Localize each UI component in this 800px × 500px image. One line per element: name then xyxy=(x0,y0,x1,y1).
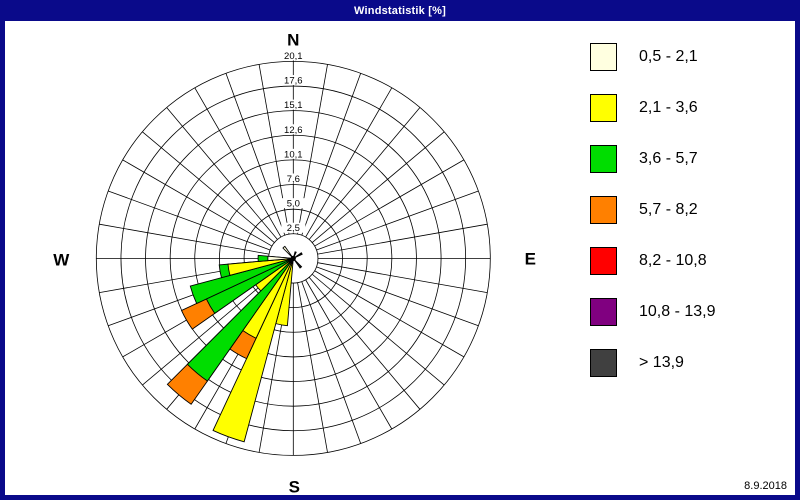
bar-wedge xyxy=(227,257,294,276)
grid-spoke xyxy=(316,266,479,327)
ring-label: 17,6 xyxy=(284,76,303,87)
compass-label-south: S xyxy=(289,477,300,495)
bar-wedge xyxy=(212,258,294,443)
grid-spoke xyxy=(99,223,270,255)
ring-label: 15,1 xyxy=(284,100,303,111)
grid-spoke xyxy=(311,131,445,243)
legend-item: 2,1 - 3,6 xyxy=(590,93,780,122)
bar-wedge xyxy=(186,258,294,382)
ring-label: 2,5 xyxy=(287,223,300,234)
grid-spoke xyxy=(122,159,273,247)
legend-item-label: 8,2 - 10,8 xyxy=(639,251,707,269)
bar-wedge xyxy=(189,257,294,305)
date-label: 8.9.2018 xyxy=(744,480,787,492)
grid-spoke xyxy=(305,279,393,430)
window-title: Windstatistik [%] xyxy=(354,4,446,17)
legend-swatch xyxy=(590,195,617,224)
legend-swatch xyxy=(590,42,617,71)
grid-spoke xyxy=(314,270,465,358)
ring-label: 5,0 xyxy=(287,199,300,210)
grid-spoke xyxy=(308,277,421,410)
grid-spoke xyxy=(301,281,362,444)
legend-item: 8,2 - 10,8 xyxy=(590,246,780,275)
legend-item-label: 0,5 - 2,1 xyxy=(639,47,698,65)
grid-spoke xyxy=(142,273,275,386)
ring-label-bg xyxy=(281,222,306,233)
legend-item-label: 3,6 - 5,7 xyxy=(639,149,698,167)
legend-item: 5,7 - 8,2 xyxy=(590,195,780,224)
legend-swatch xyxy=(590,348,617,377)
ring-label: 7,6 xyxy=(287,174,300,185)
bar-wedge xyxy=(292,258,303,269)
ring-label-bg xyxy=(281,50,306,61)
ring-label-bg xyxy=(281,99,306,110)
bar-wedge xyxy=(267,255,294,262)
grid-spoke xyxy=(166,107,278,240)
legend-swatch xyxy=(590,93,617,122)
legend-swatch xyxy=(590,246,617,275)
grid-spoke xyxy=(194,87,282,238)
legend-swatch xyxy=(590,144,617,173)
window-titlebar: Windstatistik [%] xyxy=(0,0,800,21)
ring-label-bg xyxy=(281,198,306,209)
ring-label-bg xyxy=(281,173,306,184)
chart-panel: 2,5 5,0 7,6 10,1 12,6 15,1 17,6 20,1 N E S W 0,5 - … xyxy=(5,21,795,495)
legend-item-label: 2,1 - 3,6 xyxy=(639,98,698,116)
grid-spoke xyxy=(308,107,421,240)
legend: 0,5 - 2,1 2,1 - 3,6 3,6 - 5,7 5,7 - 8,2 8,2 … xyxy=(590,42,780,377)
legend-item-label: > 13,9 xyxy=(639,353,684,371)
grid-spoke xyxy=(297,282,328,453)
ring-label: 12,6 xyxy=(284,125,303,136)
bar-wedge xyxy=(293,252,303,259)
bar-wedge xyxy=(282,245,294,259)
ring-label-bg xyxy=(281,75,306,86)
ring-label-bg xyxy=(281,148,306,159)
compass-label-west: W xyxy=(53,250,70,269)
legend-item: > 13,9 xyxy=(590,348,780,377)
grid-spoke xyxy=(311,273,445,386)
legend-item-label: 10,8 - 13,9 xyxy=(639,302,716,320)
legend-item-label: 5,7 - 8,2 xyxy=(639,200,698,218)
grid-spoke xyxy=(301,73,362,236)
grid-spoke xyxy=(305,87,393,238)
compass-label-east: E xyxy=(525,249,536,268)
ring-label: 10,1 xyxy=(284,149,303,160)
grid-spoke xyxy=(108,190,271,251)
grid-spoke xyxy=(142,131,275,243)
wind-rose: 2,5 5,0 7,6 10,1 12,6 15,1 17,6 20,1 N E S W xyxy=(53,30,536,495)
legend-swatch xyxy=(590,297,617,326)
grid-spoke xyxy=(314,159,465,247)
ring-label: 20,1 xyxy=(284,51,303,62)
grid-spoke xyxy=(317,223,488,255)
legend-item: 3,6 - 5,7 xyxy=(590,144,780,173)
grid-spoke xyxy=(316,190,479,251)
grid-spoke xyxy=(317,262,488,294)
ring-label-bg xyxy=(281,124,306,135)
grid-spoke xyxy=(225,73,286,236)
legend-item: 10,8 - 13,9 xyxy=(590,297,780,326)
compass-label-north: N xyxy=(287,30,299,49)
legend-item: 0,5 - 2,1 xyxy=(590,42,780,71)
rose-center-marker xyxy=(290,255,296,261)
